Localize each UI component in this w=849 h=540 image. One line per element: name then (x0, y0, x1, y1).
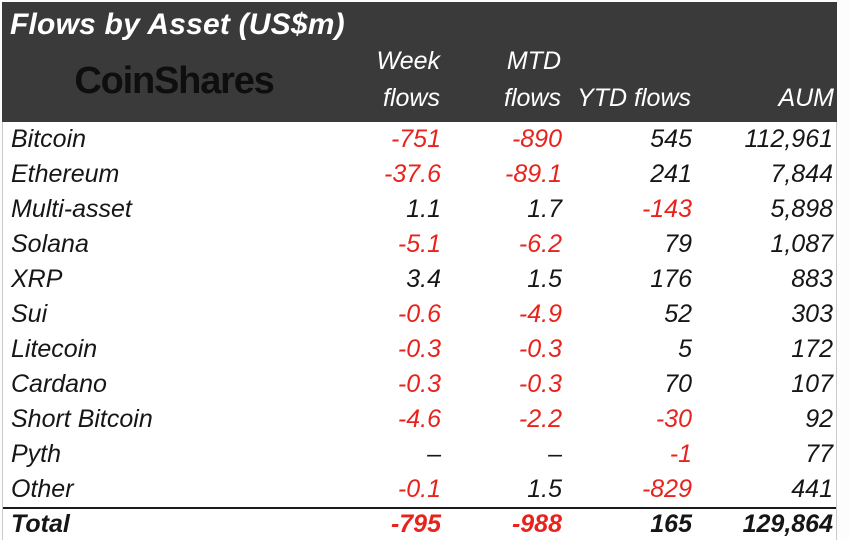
ytd-value-cell: 79 (664, 230, 692, 258)
table-row: Solana -5.1 -6.2 79 1,087 (3, 227, 836, 262)
column-header-row: CoinShares Week flows MTD flows YTD flow… (2, 42, 837, 120)
asset-name-cell: Cardano (11, 370, 107, 398)
coinshares-logo: CoinShares (2, 60, 340, 103)
mtd-value-cell: -89.1 (505, 160, 562, 188)
aum-value-cell: 92 (805, 405, 833, 433)
coinshares-logo-text: CoinShares (74, 59, 274, 102)
week-value-cell: – (427, 440, 441, 468)
ytd-value-cell: -143 (641, 195, 692, 223)
asset-name-cell: XRP (11, 265, 63, 293)
column-header-aum: AUM (694, 43, 837, 120)
column-header-mtd-line2: flows (504, 84, 561, 112)
asset-name-cell: Solana (11, 230, 89, 258)
table-wrap: Flows by Asset (US$m) CoinShares Week fl… (2, 2, 837, 540)
table-row: XRP 3.4 1.5 176 883 (3, 262, 836, 297)
column-header-ytd-flows: YTD flows (564, 43, 694, 120)
aum-value-cell: 77 (805, 440, 833, 468)
week-value-cell: -795 (390, 510, 441, 538)
table-row: Sui -0.6 -4.9 52 303 (3, 297, 836, 332)
aum-value-cell: 303 (791, 300, 833, 328)
column-header-aum-line1 (694, 43, 834, 80)
table-row: Pyth – – -1 77 (3, 437, 836, 472)
week-value-cell: 1.1 (406, 195, 441, 223)
week-value-cell: -751 (390, 125, 441, 153)
column-header-mtd-line1: MTD (506, 47, 561, 75)
week-value-cell: -0.3 (397, 370, 441, 398)
aum-value-cell: 5,898 (770, 195, 833, 223)
mtd-value-cell: -0.3 (518, 370, 562, 398)
mtd-value-cell: -4.9 (518, 300, 562, 328)
table-row: Multi-asset 1.1 1.7 -143 5,898 (3, 192, 836, 227)
mtd-value-cell: 1.5 (527, 265, 562, 293)
mtd-value-cell: -6.2 (518, 230, 562, 258)
mtd-value-cell: 1.7 (527, 195, 562, 223)
ytd-value-cell: -1 (669, 440, 692, 468)
table-body: Bitcoin -751 -890 545 112,961 Ethereum -37.6 -8… (2, 122, 837, 540)
table-row: Short Bitcoin -4.6 -2.2 -30 92 (3, 402, 836, 437)
asset-name-cell: Short Bitcoin (11, 405, 153, 433)
mtd-value-cell: -0.3 (518, 335, 562, 363)
asset-name-cell: Sui (11, 300, 48, 328)
asset-name-cell: Pyth (11, 440, 62, 468)
aum-value-cell: 7,844 (770, 160, 833, 188)
ytd-value-cell: 165 (650, 510, 692, 538)
mtd-value-cell: -2.2 (518, 405, 562, 433)
week-value-cell: 3.4 (406, 265, 441, 293)
ytd-value-cell: 70 (664, 370, 692, 398)
aum-value-cell: 129,864 (742, 510, 833, 538)
ytd-value-cell: 241 (650, 160, 692, 188)
column-header-mtd-flows: MTD flows (443, 43, 564, 120)
ytd-value-cell: 545 (650, 125, 692, 153)
asset-name-cell: Total (11, 510, 70, 538)
mtd-value-cell: -988 (511, 510, 562, 538)
table-row: Other -0.1 1.5 -829 441 (3, 472, 836, 507)
aum-value-cell: 172 (791, 335, 833, 363)
asset-name-cell: Multi-asset (11, 195, 132, 223)
aum-value-cell: 107 (791, 370, 833, 398)
week-value-cell: -5.1 (397, 230, 441, 258)
asset-name-cell: Bitcoin (11, 125, 87, 153)
total-row: Total -795 -988 165 129,864 (3, 507, 836, 540)
aum-value-cell: 1,087 (770, 230, 833, 258)
ytd-value-cell: -829 (641, 475, 692, 503)
table-row: Bitcoin -751 -890 545 112,961 (3, 122, 836, 157)
asset-name-cell: Litecoin (11, 335, 98, 363)
mtd-value-cell: – (548, 440, 562, 468)
aum-value-cell: 883 (791, 265, 833, 293)
week-value-cell: -0.1 (397, 475, 441, 503)
mtd-value-cell: 1.5 (527, 475, 562, 503)
week-value-cell: -4.6 (397, 405, 441, 433)
table-row: Cardano -0.3 -0.3 70 107 (3, 367, 836, 402)
asset-name-cell: Other (11, 475, 74, 503)
column-header-ytd-line1 (564, 43, 691, 80)
column-header-week-flows: Week flows (340, 43, 443, 120)
ytd-value-cell: 176 (650, 265, 692, 293)
mtd-value-cell: -890 (511, 125, 562, 153)
week-value-cell: -37.6 (384, 160, 441, 188)
column-header-aum-line2: AUM (778, 84, 834, 112)
ytd-value-cell: 52 (664, 300, 692, 328)
column-header-week-line2: flows (383, 84, 440, 112)
aum-value-cell: 441 (791, 475, 833, 503)
ytd-value-cell: 5 (678, 335, 692, 363)
column-header-week-line1: Week (376, 47, 440, 75)
week-value-cell: -0.6 (397, 300, 441, 328)
page-title: Flows by Asset (US$m) (10, 8, 345, 41)
column-header-ytd-line2: YTD flows (577, 84, 691, 112)
week-value-cell: -0.3 (397, 335, 441, 363)
ytd-value-cell: -30 (655, 405, 692, 433)
table-row: Litecoin -0.3 -0.3 5 172 (3, 332, 836, 367)
asset-name-cell: Ethereum (11, 160, 120, 188)
table-row: Ethereum -37.6 -89.1 241 7,844 (3, 157, 836, 192)
table-header: Flows by Asset (US$m) CoinShares Week fl… (2, 2, 837, 122)
aum-value-cell: 112,961 (744, 125, 833, 153)
